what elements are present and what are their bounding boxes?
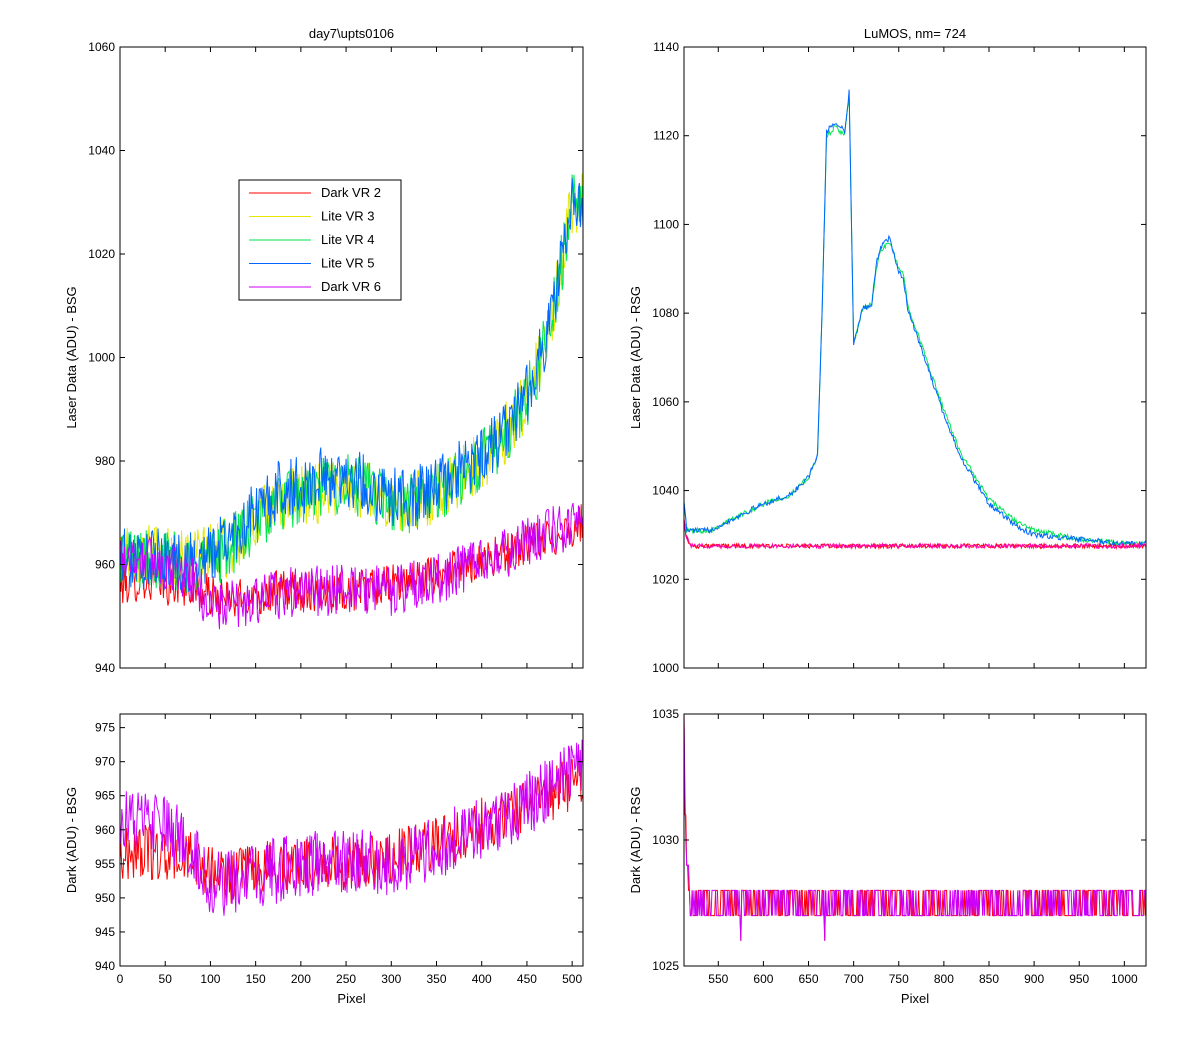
chart-title: LuMOS, nm= 724 xyxy=(864,26,966,41)
x-tick-label: 750 xyxy=(889,972,909,986)
y-tick-label: 1040 xyxy=(88,144,115,158)
y-tick-label: 980 xyxy=(95,454,115,468)
y-tick-label: 955 xyxy=(95,857,115,871)
y-tick-label: 940 xyxy=(95,661,115,675)
y-tick-label: 945 xyxy=(95,925,115,939)
legend-entry-label: Lite VR 3 xyxy=(321,209,374,224)
x-tick-label: 700 xyxy=(844,972,864,986)
chart-bottom-left: 940 945 950 955 960 965 970 975 0 50 100 150 200 250 3… xyxy=(64,713,584,1006)
y-tick-label: 950 xyxy=(95,891,115,905)
y-axis-label: Laser Data (ADU) - BSG xyxy=(64,286,79,428)
x-tick-label: 850 xyxy=(979,972,999,986)
y-tick-label: 1060 xyxy=(88,40,115,54)
legend: Dark VR 2 Lite VR 3 Lite VR 4 Lite VR 5 Dark… xyxy=(238,179,402,301)
y-tick-label: 1025 xyxy=(652,959,679,973)
y-tick-label: 1040 xyxy=(652,484,679,498)
series-line-dark-vr-6 xyxy=(120,739,583,916)
legend-entry-label: Dark VR 6 xyxy=(321,279,381,294)
y-tick-label: 1000 xyxy=(652,661,679,675)
x-tick-label: 650 xyxy=(799,972,819,986)
x-tick-label: 900 xyxy=(1024,972,1044,986)
x-tick-label: 400 xyxy=(472,972,492,986)
y-tick-label: 1120 xyxy=(653,129,679,143)
x-tick-label: 350 xyxy=(426,972,446,986)
legend-entry-label: Dark VR 2 xyxy=(321,185,381,200)
chart-title: day7\upts0106 xyxy=(309,26,394,41)
charts-layer: 9409609801000102010401060day7\upts0106La… xyxy=(64,26,1147,1006)
x-tick-label: 450 xyxy=(517,972,537,986)
axes-frame xyxy=(119,713,584,967)
y-axis-label: Dark (ADU) - BSG xyxy=(64,787,79,893)
x-tick-label: 150 xyxy=(246,972,266,986)
chart-top-right: 1000 1020 1040 1060 1080 1100 1120 1140 LuMOS, n… xyxy=(628,26,1147,675)
plot-area xyxy=(684,89,1146,551)
y-tick-label: 965 xyxy=(95,789,115,803)
y-tick-label: 1140 xyxy=(653,40,679,54)
y-tick-label: 1060 xyxy=(652,395,679,409)
series-line-dark-vr-6 xyxy=(684,714,1146,941)
x-tick-label: 200 xyxy=(291,972,311,986)
series-line-dark-vr-6 xyxy=(684,519,1146,550)
x-tick-label: 0 xyxy=(117,972,124,986)
x-tick-label: 250 xyxy=(336,972,356,986)
chart-top-left: 940 960 980 1000 1020 1040 1060 day7\upts0106 La… xyxy=(64,26,584,675)
chart-bottom-right: 1025 1030 1035 550 600 650 700 750 800 850 900 950 1… xyxy=(628,707,1147,1006)
plot-area xyxy=(120,739,583,916)
y-axis-label: Laser Data (ADU) - RSG xyxy=(628,286,643,429)
y-tick-label: 970 xyxy=(95,755,115,769)
plot-area xyxy=(120,173,583,630)
x-tick-label: 50 xyxy=(159,972,173,986)
series-line-lite-vr-5 xyxy=(684,89,1146,548)
series-line-dark-vr-6 xyxy=(120,502,583,630)
legend-entry-label: Lite VR 5 xyxy=(321,256,374,271)
x-axis-label: Pixel xyxy=(901,991,929,1006)
legend-entry-label: Lite VR 4 xyxy=(321,232,374,247)
x-tick-label: 100 xyxy=(200,972,220,986)
x-tick-label: 800 xyxy=(934,972,954,986)
x-tick-label: 500 xyxy=(562,972,582,986)
y-axis-label: Dark (ADU) - RSG xyxy=(628,787,643,894)
y-tick-label: 1030 xyxy=(652,833,679,847)
y-tick-label: 1100 xyxy=(653,217,679,231)
y-tick-label: 975 xyxy=(95,721,115,735)
y-tick-label: 1080 xyxy=(652,306,679,320)
y-tick-label: 960 xyxy=(95,558,115,572)
axes-frame xyxy=(683,46,1147,669)
y-tick-label: 940 xyxy=(95,959,115,973)
y-tick-label: 1000 xyxy=(88,351,115,365)
x-tick-label: 550 xyxy=(708,972,728,986)
y-tick-label: 1020 xyxy=(652,572,679,586)
x-axis-label: Pixel xyxy=(337,991,365,1006)
x-tick-label: 300 xyxy=(381,972,401,986)
x-tick-label: 1000 xyxy=(1111,972,1138,986)
x-tick-label: 950 xyxy=(1069,972,1089,986)
y-tick-label: 960 xyxy=(95,823,115,837)
y-tick-label: 1020 xyxy=(88,247,115,261)
y-tick-label: 1035 xyxy=(652,707,679,721)
plot-area xyxy=(684,714,1146,941)
x-tick-label: 600 xyxy=(753,972,773,986)
